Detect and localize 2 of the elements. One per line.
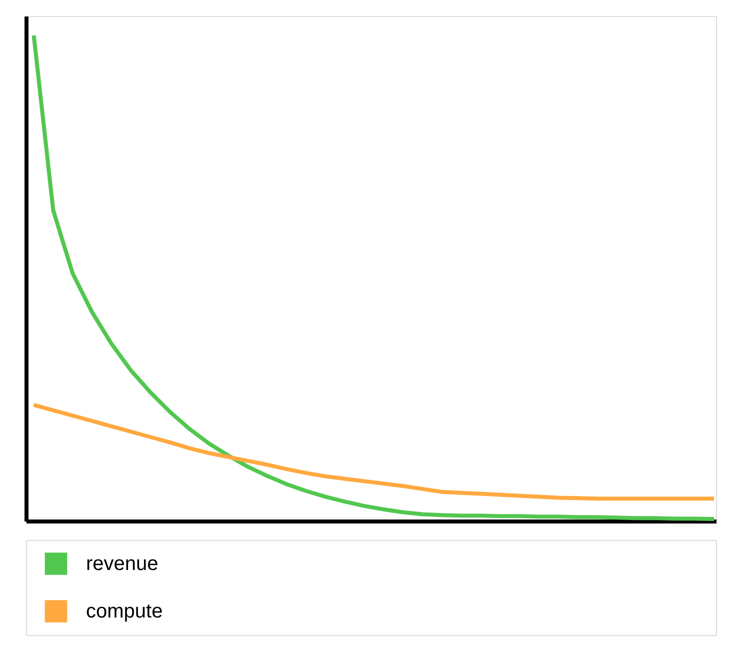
legend-label: revenue xyxy=(86,552,158,575)
legend-label: compute xyxy=(86,600,163,622)
